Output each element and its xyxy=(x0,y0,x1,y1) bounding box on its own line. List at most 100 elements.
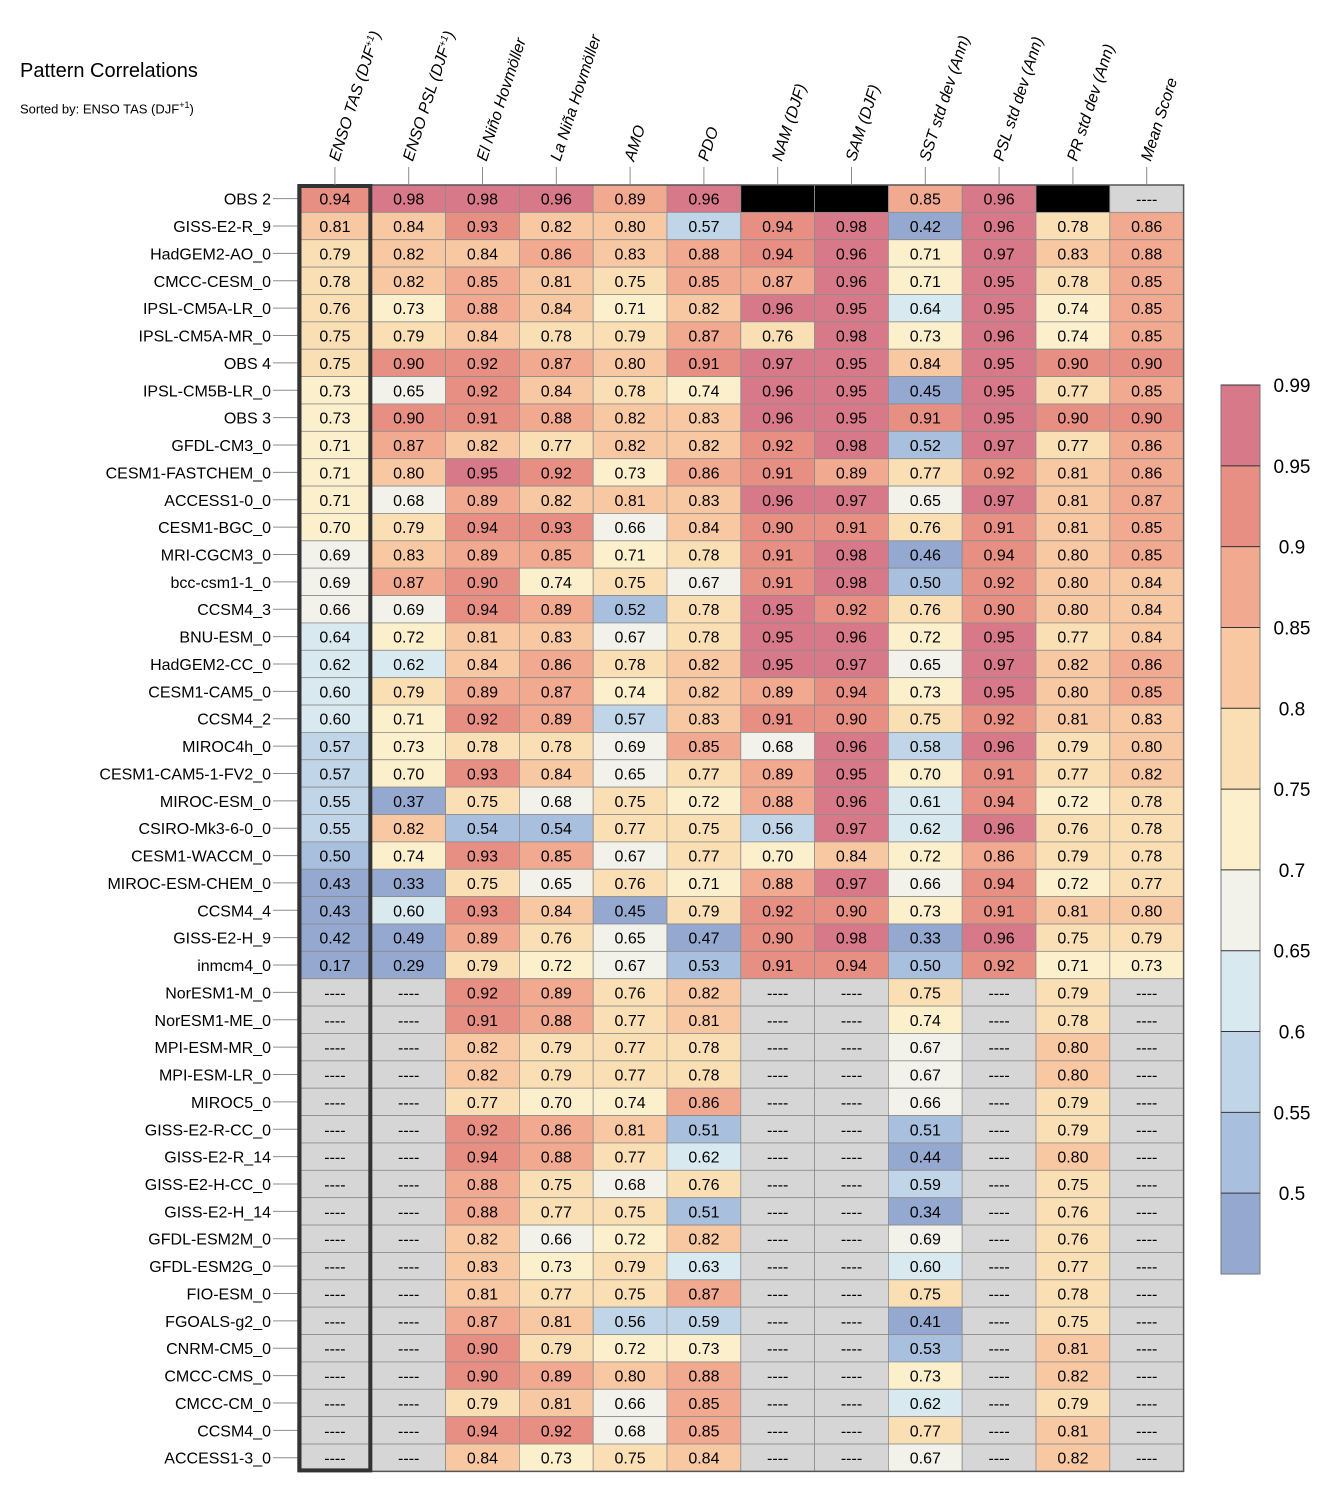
heatmap-cell xyxy=(519,1060,594,1089)
cell-value: 0.33 xyxy=(910,931,941,948)
cell-value: 0.78 xyxy=(467,739,498,756)
cell-value: ---- xyxy=(988,1451,1009,1468)
cell-value: ---- xyxy=(767,1286,788,1303)
heatmap-cell xyxy=(519,540,594,569)
heatmap-cell xyxy=(371,759,446,788)
cell-value: 0.93 xyxy=(467,849,498,866)
cell-value: ---- xyxy=(398,985,419,1002)
cell-value: 0.65 xyxy=(541,876,572,893)
cell-value: 0.80 xyxy=(1131,903,1162,920)
colorbar-segment xyxy=(1221,950,1260,1033)
heatmap-cell xyxy=(592,704,668,733)
cell-value: 0.93 xyxy=(541,520,572,537)
heatmap-cell xyxy=(519,1224,594,1253)
heatmap-cell xyxy=(1035,1224,1111,1253)
cell-value: 0.87 xyxy=(393,575,424,592)
row-label: IPSL-CM5A-MR_0 xyxy=(139,329,272,346)
cell-value: 0.88 xyxy=(1131,246,1162,263)
colorbar-segment xyxy=(1221,708,1260,790)
cell-value: 0.81 xyxy=(319,219,350,236)
heatmap-cell xyxy=(371,1087,446,1116)
cell-value: 0.91 xyxy=(910,411,941,428)
heatmap-cell xyxy=(666,1224,742,1253)
heatmap-cell xyxy=(1035,1169,1111,1199)
cell-value: 0.77 xyxy=(1057,383,1088,400)
cell-value: 0.77 xyxy=(541,1286,572,1303)
heatmap-cell xyxy=(961,513,1037,542)
heatmap-cell xyxy=(961,1087,1037,1116)
cell-value: 0.77 xyxy=(615,1150,646,1167)
cell-value: 0.89 xyxy=(762,684,793,701)
cell-value: 0.73 xyxy=(910,684,941,701)
cell-value: 0.80 xyxy=(615,356,646,373)
cell-value: ---- xyxy=(398,1150,419,1167)
heatmap-cell xyxy=(445,458,520,487)
cell-value: 0.62 xyxy=(393,657,424,674)
cell-value: 0.84 xyxy=(1131,602,1162,619)
cell-value: 0.71 xyxy=(615,301,646,318)
cell-value: 0.97 xyxy=(984,657,1015,674)
heatmap-cell xyxy=(961,1361,1037,1390)
cell-value: ---- xyxy=(324,1423,345,1440)
cell-value: 0.67 xyxy=(910,1040,941,1057)
cell-value: 0.85 xyxy=(688,1423,719,1440)
cell-value: 0.92 xyxy=(984,575,1015,592)
cell-value: 0.86 xyxy=(1131,438,1162,455)
cell-value: ---- xyxy=(324,1040,345,1057)
cell-value: 0.77 xyxy=(1057,1259,1088,1276)
heatmap-cell xyxy=(297,485,373,514)
cell-value: 0.79 xyxy=(393,684,424,701)
heatmap-cell xyxy=(666,814,742,843)
heatmap-cell xyxy=(1035,786,1111,815)
cell-value: 0.84 xyxy=(541,383,572,400)
heatmap-cell xyxy=(814,978,889,1007)
heatmap-cell xyxy=(740,1279,815,1308)
cell-value: 0.78 xyxy=(615,383,646,400)
cell-value: 0.82 xyxy=(688,438,719,455)
heatmap-cell xyxy=(666,1279,742,1308)
cell-value: ---- xyxy=(398,1341,419,1358)
heatmap-cell xyxy=(445,1443,520,1472)
heatmap-cell xyxy=(961,1142,1037,1171)
cell-value: 0.92 xyxy=(836,602,867,619)
cell-value: 0.29 xyxy=(393,958,424,975)
heatmap-cell xyxy=(961,1197,1037,1226)
cell-value: 0.78 xyxy=(541,739,572,756)
cell-value: 0.75 xyxy=(615,1204,646,1221)
heatmap-cell xyxy=(814,1252,889,1281)
cell-value: 0.51 xyxy=(688,1204,719,1221)
cell-value: ---- xyxy=(398,1204,419,1221)
cell-value: 0.77 xyxy=(541,1204,572,1221)
heatmap-cell xyxy=(961,595,1037,624)
row-label: MIROC4h_0 xyxy=(182,739,271,756)
heatmap-cell xyxy=(592,1361,668,1390)
cell-value: ---- xyxy=(1136,1451,1157,1468)
cell-value: ---- xyxy=(988,1314,1009,1331)
cell-value: 0.97 xyxy=(984,493,1015,510)
heatmap-cell xyxy=(297,677,373,706)
cell-value: ---- xyxy=(1136,1122,1157,1139)
cell-value: 0.81 xyxy=(467,1286,498,1303)
cell-value: 0.77 xyxy=(910,465,941,482)
cell-value: 0.76 xyxy=(1057,821,1088,838)
cell-value: ---- xyxy=(398,1095,419,1112)
cell-value: 0.72 xyxy=(541,958,572,975)
row-label: OBS 3 xyxy=(224,411,271,428)
heatmap-cell xyxy=(519,458,594,487)
cell-value: 0.89 xyxy=(467,493,498,510)
heatmap-cell xyxy=(445,184,520,213)
cell-value: ---- xyxy=(988,1341,1009,1358)
cell-value: 0.99 xyxy=(836,192,867,209)
cell-value: 0.78 xyxy=(1057,1286,1088,1303)
cell-value: 0.73 xyxy=(910,1369,941,1386)
heatmap-cell xyxy=(592,978,668,1007)
row-label: bcc-csm1-1_0 xyxy=(171,575,272,592)
cell-value: 0.79 xyxy=(393,520,424,537)
cell-value: 0.79 xyxy=(1057,1396,1088,1413)
cell-value: 0.47 xyxy=(688,931,719,948)
cell-value: 0.89 xyxy=(615,192,646,209)
cell-value: 0.86 xyxy=(541,657,572,674)
cell-value: 0.75 xyxy=(541,1177,572,1194)
cell-value: 0.80 xyxy=(1057,602,1088,619)
